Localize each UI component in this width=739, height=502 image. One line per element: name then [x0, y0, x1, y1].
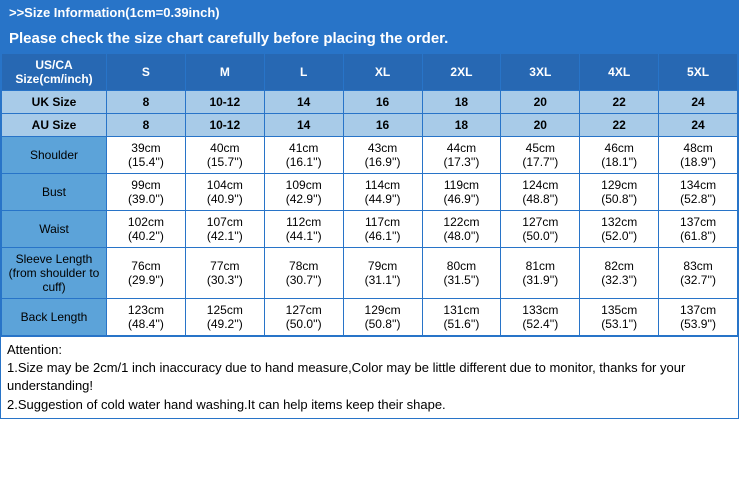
size-s: S: [107, 54, 186, 91]
au-1: 10-12: [185, 114, 264, 137]
uk-0: 8: [107, 91, 186, 114]
header-title: >>Size Information(1cm=0.39inch): [1, 1, 738, 24]
measure-row: Sleeve Length (from shoulder to cuff)76c…: [2, 248, 738, 299]
au-4: 18: [422, 114, 501, 137]
measure-cell: 45cm(17.7''): [501, 137, 580, 174]
measure-label: Waist: [2, 211, 107, 248]
measure-label: Back Length: [2, 299, 107, 336]
uk-7: 24: [659, 91, 738, 114]
measure-cell: 129cm(50.8''): [343, 299, 422, 336]
measure-cell: 125cm(49.2''): [185, 299, 264, 336]
subtitle: Please check the size chart carefully be…: [1, 24, 738, 53]
measure-cell: 104cm(40.9''): [185, 174, 264, 211]
uk-2: 14: [264, 91, 343, 114]
measure-cell: 119cm(46.9''): [422, 174, 501, 211]
uk-4: 18: [422, 91, 501, 114]
measure-cell: 129cm(50.8''): [580, 174, 659, 211]
size-2xl: 2XL: [422, 54, 501, 91]
measure-cell: 78cm(30.7''): [264, 248, 343, 299]
measure-row: Shoulder39cm(15.4'')40cm(15.7'')41cm(16.…: [2, 137, 738, 174]
measure-cell: 112cm(44.1''): [264, 211, 343, 248]
measure-cell: 40cm(15.7''): [185, 137, 264, 174]
size-l: L: [264, 54, 343, 91]
uk-5: 20: [501, 91, 580, 114]
label-au: AU Size: [2, 114, 107, 137]
measure-label: Shoulder: [2, 137, 107, 174]
measure-cell: 131cm(51.6''): [422, 299, 501, 336]
measure-cell: 137cm(61.8''): [659, 211, 738, 248]
footer-line1: 1.Size may be 2cm/1 inch inaccuracy due …: [7, 360, 685, 393]
measure-label: Bust: [2, 174, 107, 211]
measure-cell: 132cm(52.0''): [580, 211, 659, 248]
size-table: US/CA Size(cm/inch) S M L XL 2XL 3XL 4XL…: [1, 53, 738, 336]
uk-3: 16: [343, 91, 422, 114]
measure-cell: 82cm(32.3''): [580, 248, 659, 299]
au-0: 8: [107, 114, 186, 137]
measure-cell: 133cm(52.4''): [501, 299, 580, 336]
measure-cell: 124cm(48.8''): [501, 174, 580, 211]
measure-cell: 77cm(30.3''): [185, 248, 264, 299]
au-2: 14: [264, 114, 343, 137]
measure-cell: 127cm(50.0''): [264, 299, 343, 336]
measure-cell: 44cm(17.3''): [422, 137, 501, 174]
measure-cell: 102cm(40.2''): [107, 211, 186, 248]
measure-cell: 41cm(16.1''): [264, 137, 343, 174]
measure-cell: 127cm(50.0''): [501, 211, 580, 248]
measure-cell: 80cm(31.5''): [422, 248, 501, 299]
measure-cell: 83cm(32.7''): [659, 248, 738, 299]
measure-row: Waist102cm(40.2'')107cm(42.1'')112cm(44.…: [2, 211, 738, 248]
measure-cell: 123cm(48.4''): [107, 299, 186, 336]
row-uk: UK Size 8 10-12 14 16 18 20 22 24: [2, 91, 738, 114]
measure-cell: 99cm(39.0''): [107, 174, 186, 211]
size-xl: XL: [343, 54, 422, 91]
measure-cell: 39cm(15.4''): [107, 137, 186, 174]
footer-note: Attention: 1.Size may be 2cm/1 inch inac…: [1, 336, 738, 418]
label-usca: US/CA Size(cm/inch): [2, 54, 107, 91]
measure-cell: 134cm(52.8''): [659, 174, 738, 211]
measure-cell: 46cm(18.1''): [580, 137, 659, 174]
measure-cell: 79cm(31.1''): [343, 248, 422, 299]
measure-cell: 137cm(53.9''): [659, 299, 738, 336]
size-3xl: 3XL: [501, 54, 580, 91]
footer-line2: 2.Suggestion of cold water hand washing.…: [7, 397, 446, 412]
measure-cell: 122cm(48.0''): [422, 211, 501, 248]
measure-cell: 117cm(46.1''): [343, 211, 422, 248]
measure-cell: 76cm(29.9''): [107, 248, 186, 299]
measure-cell: 107cm(42.1''): [185, 211, 264, 248]
measure-cell: 114cm(44.9''): [343, 174, 422, 211]
size-5xl: 5XL: [659, 54, 738, 91]
measurement-rows: Shoulder39cm(15.4'')40cm(15.7'')41cm(16.…: [2, 137, 738, 336]
au-6: 22: [580, 114, 659, 137]
measure-row: Back Length123cm(48.4'')125cm(49.2'')127…: [2, 299, 738, 336]
size-chart-container: >>Size Information(1cm=0.39inch) Please …: [0, 0, 739, 419]
measure-cell: 43cm(16.9''): [343, 137, 422, 174]
size-m: M: [185, 54, 264, 91]
measure-label: Sleeve Length (from shoulder to cuff): [2, 248, 107, 299]
measure-cell: 109cm(42.9''): [264, 174, 343, 211]
au-3: 16: [343, 114, 422, 137]
uk-1: 10-12: [185, 91, 264, 114]
au-5: 20: [501, 114, 580, 137]
label-uk: UK Size: [2, 91, 107, 114]
header-row-usca: US/CA Size(cm/inch) S M L XL 2XL 3XL 4XL…: [2, 54, 738, 91]
uk-6: 22: [580, 91, 659, 114]
measure-cell: 135cm(53.1''): [580, 299, 659, 336]
au-7: 24: [659, 114, 738, 137]
measure-cell: 81cm(31.9''): [501, 248, 580, 299]
measure-cell: 48cm(18.9''): [659, 137, 738, 174]
size-4xl: 4XL: [580, 54, 659, 91]
footer-title: Attention:: [7, 342, 62, 357]
measure-row: Bust99cm(39.0'')104cm(40.9'')109cm(42.9'…: [2, 174, 738, 211]
row-au: AU Size 8 10-12 14 16 18 20 22 24: [2, 114, 738, 137]
